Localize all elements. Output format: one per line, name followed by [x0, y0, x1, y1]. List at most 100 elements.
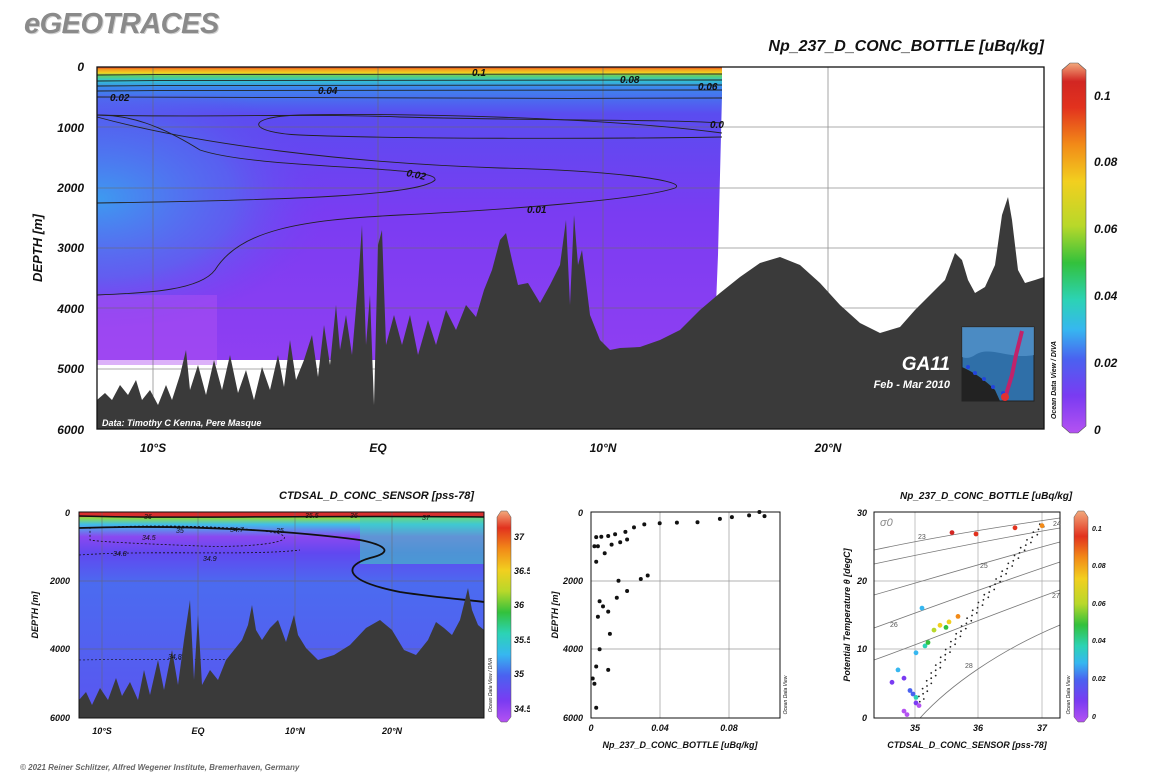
- sal-xtick: EQ: [191, 726, 204, 736]
- profile-point: [625, 537, 630, 542]
- main-ylabel: DEPTH [m]: [30, 213, 45, 282]
- sal-cbar-tick: 36: [514, 600, 525, 610]
- ts-background-point: [1011, 565, 1014, 567]
- ts-background-point: [1007, 562, 1010, 565]
- main-section-chart: 0 1000 2000 3000 4000 5000 6000 10°S EQ …: [30, 60, 1118, 455]
- sal-contour-label: 36: [144, 514, 152, 521]
- ts-background-point: [930, 682, 933, 685]
- profile-point: [594, 664, 599, 669]
- sal-xtick: 20°N: [381, 726, 403, 736]
- ts-background-point: [930, 677, 933, 680]
- profile-point: [616, 578, 621, 583]
- ts-xtick: 36: [973, 723, 984, 733]
- ts-background-point: [965, 622, 968, 625]
- ts-background-point: [994, 583, 996, 586]
- main-ytick: 5000: [57, 362, 84, 376]
- ts-xtick: 37: [1037, 723, 1048, 733]
- ts-background-point: [1012, 559, 1015, 562]
- ts-background-point: [970, 619, 973, 622]
- egeotraces-logo: eGEOTRACES: [24, 8, 219, 40]
- ts-frame: [873, 511, 1061, 719]
- main-frame: [96, 66, 1045, 430]
- profile-point: [594, 559, 599, 564]
- sal-ytick: 6000: [50, 713, 70, 723]
- sal-xtick: 10°N: [285, 726, 306, 736]
- sal-ytick: 0: [65, 508, 70, 518]
- ts-background-point: [971, 614, 973, 617]
- ts-point: [1039, 523, 1045, 529]
- ts-chart: 24 23 25 26 27 28 σ0 30 20 10 0 35 36 37…: [842, 508, 1106, 750]
- ts-background-point: [949, 651, 951, 653]
- profile-point: [762, 514, 767, 519]
- ts-cbar-tick: 0.1: [1092, 526, 1102, 533]
- profile-point: [645, 573, 650, 578]
- ts-background-point: [971, 609, 974, 612]
- ts-point: [922, 643, 928, 649]
- ts-ytick: 20: [856, 576, 867, 586]
- ts-background-point: [960, 630, 962, 633]
- ts-background-point: [987, 596, 990, 599]
- main-cbar-tick: 0.04: [1094, 289, 1118, 303]
- salinity-title: CTDSAL_D_CONC_SENSOR [pss-78]: [279, 490, 474, 502]
- profile-frame: [590, 511, 781, 719]
- ts-background-point: [944, 648, 947, 651]
- profile-point: [595, 614, 600, 619]
- ts-point: [916, 703, 922, 708]
- main-cbar-tick: 0.08: [1094, 155, 1118, 169]
- ts-background-point: [926, 690, 929, 693]
- contour-label: 0.02: [405, 168, 427, 183]
- isopycnal-label: 27: [1052, 593, 1060, 600]
- profile-point: [594, 535, 599, 540]
- ts-background-point: [955, 632, 958, 635]
- main-odv-label: Ocean Data View / DIVA: [1051, 341, 1058, 419]
- main-cbar-tick: 0.1: [1094, 89, 1111, 103]
- ts-background-point: [989, 585, 991, 588]
- profile-xtick: 0: [588, 723, 593, 733]
- contour-label: 0.02: [110, 93, 130, 104]
- ts-point: [925, 640, 931, 645]
- profile-point: [597, 599, 602, 604]
- profile-point: [597, 647, 602, 652]
- sal-xtick: 10°S: [92, 726, 112, 736]
- profile-point: [657, 521, 662, 526]
- ts-point: [919, 605, 925, 611]
- salinity-bathymetry: [79, 588, 484, 718]
- ts-background-point: [1023, 549, 1026, 552]
- ts-background-point: [1026, 539, 1028, 541]
- profile-ytick: 4000: [562, 644, 583, 654]
- sal-cbar-tick: 36.5: [514, 566, 530, 576]
- ts-background-point: [954, 643, 956, 646]
- ts-background-point: [993, 588, 996, 591]
- profile-point: [625, 589, 630, 593]
- ts-point: [943, 625, 949, 630]
- profile-points: [590, 510, 767, 710]
- profile-point: [618, 540, 623, 545]
- ts-background-point: [922, 692, 924, 695]
- ts-background-point: [966, 617, 968, 620]
- sal-cbar-tick: 34.5: [514, 704, 530, 714]
- ts-background-point: [1024, 544, 1027, 546]
- profile-point: [602, 551, 607, 556]
- ts-background-point: [981, 604, 984, 606]
- copyright-note: © 2021 Reiner Schlitzer, Alfred Wegener …: [20, 763, 300, 772]
- ts-background-point: [921, 687, 924, 690]
- profile-point: [601, 604, 605, 609]
- profile-ytick: 0: [578, 508, 583, 518]
- salinity-contours: [78, 515, 485, 661]
- ts-background-point: [983, 593, 986, 596]
- cruise-inset-map: [961, 326, 1035, 402]
- sal-ytick: 4000: [49, 644, 70, 654]
- ts-background-point: [1005, 572, 1007, 575]
- profile-xlabel: Np_237_D_CONC_BOTTLE [uBq/kg]: [602, 740, 758, 750]
- ts-background-point: [1013, 554, 1016, 557]
- ts-background-point: [1030, 541, 1032, 544]
- main-cbar-tick: 0.06: [1094, 222, 1118, 236]
- ts-background-point: [977, 601, 980, 604]
- ts-background-point: [975, 612, 978, 614]
- profile-point: [599, 534, 604, 539]
- ts-background-point: [934, 664, 937, 666]
- ts-background-point: [918, 700, 921, 703]
- salinity-colorbar: [496, 510, 512, 723]
- main-colorbar: [1061, 62, 1087, 434]
- sal-ytick: 2000: [49, 576, 70, 586]
